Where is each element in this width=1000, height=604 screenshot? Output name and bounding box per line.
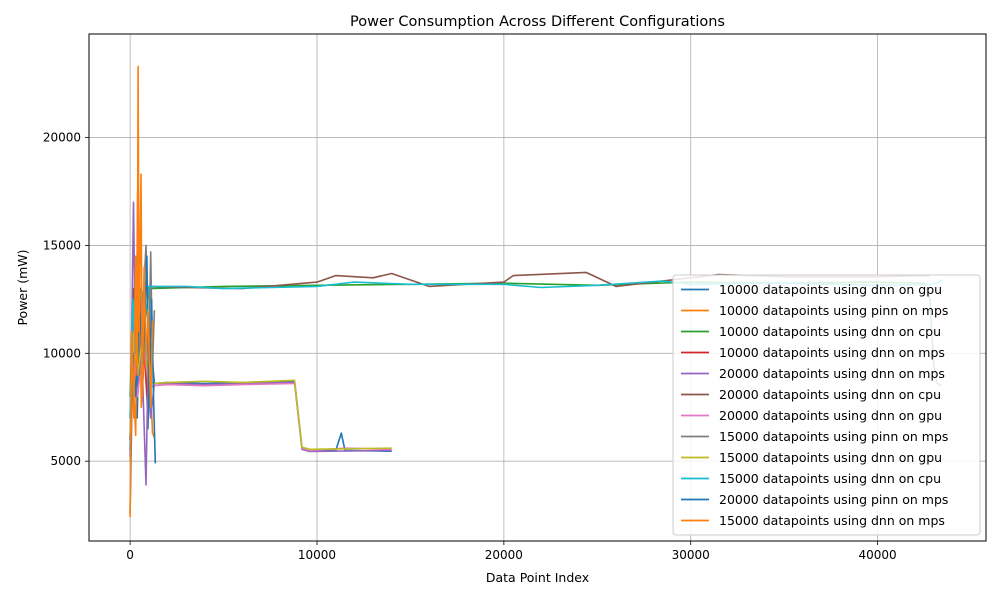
y-tick-label: 10000 bbox=[43, 346, 81, 360]
x-tick-label: 10000 bbox=[298, 548, 336, 562]
legend-entry-label: 15000 datapoints using dnn on mps bbox=[719, 513, 945, 528]
legend-entry-label: 20000 datapoints using dnn on mps bbox=[719, 366, 945, 381]
x-axis-label: Data Point Index bbox=[486, 570, 589, 585]
legend-entry-label: 15000 datapoints using pinn on mps bbox=[719, 429, 948, 444]
legend-box bbox=[672, 274, 981, 536]
x-tick-label: 0 bbox=[126, 548, 134, 562]
series-line-1 bbox=[129, 277, 392, 514]
x-tick-label: 40000 bbox=[859, 548, 897, 562]
y-tick-label: 20000 bbox=[43, 131, 81, 145]
series-line-9 bbox=[129, 330, 392, 451]
series-line-5 bbox=[129, 201, 392, 486]
legend-entry-label: 20000 datapoints using dnn on cpu bbox=[719, 387, 941, 402]
x-tick-label: 30000 bbox=[672, 548, 710, 562]
x-tick-label: 20000 bbox=[485, 548, 523, 562]
legend-entry-label: 10000 datapoints using pinn on mps bbox=[719, 303, 948, 318]
legend-entry-label: 15000 datapoints using dnn on cpu bbox=[719, 471, 941, 486]
plot-frame bbox=[88, 33, 987, 542]
y-tick-label: 5000 bbox=[50, 454, 81, 468]
y-axis-label: Power (mW) bbox=[15, 249, 30, 325]
legend-entry-label: 10000 datapoints using dnn on gpu bbox=[719, 282, 942, 297]
legend-entry-label: 15000 datapoints using dnn on gpu bbox=[719, 450, 942, 465]
legend: 10000 datapoints using dnn on gpu 10000 d… bbox=[672, 274, 981, 536]
legend-entry-label: 20000 datapoints using pinn on mps bbox=[719, 492, 948, 507]
legend-entry-label: 10000 datapoints using dnn on cpu bbox=[719, 324, 941, 339]
legend-entry-label: 20000 datapoints using dnn on gpu bbox=[719, 408, 942, 423]
legend-entry-label: 10000 datapoints using dnn on mps bbox=[719, 345, 945, 360]
y-tick-label: 15000 bbox=[43, 238, 81, 252]
series-line-7 bbox=[129, 341, 392, 452]
series-line-12 bbox=[129, 65, 154, 518]
chart-title: Power Consumption Across Different Confi… bbox=[350, 14, 725, 30]
